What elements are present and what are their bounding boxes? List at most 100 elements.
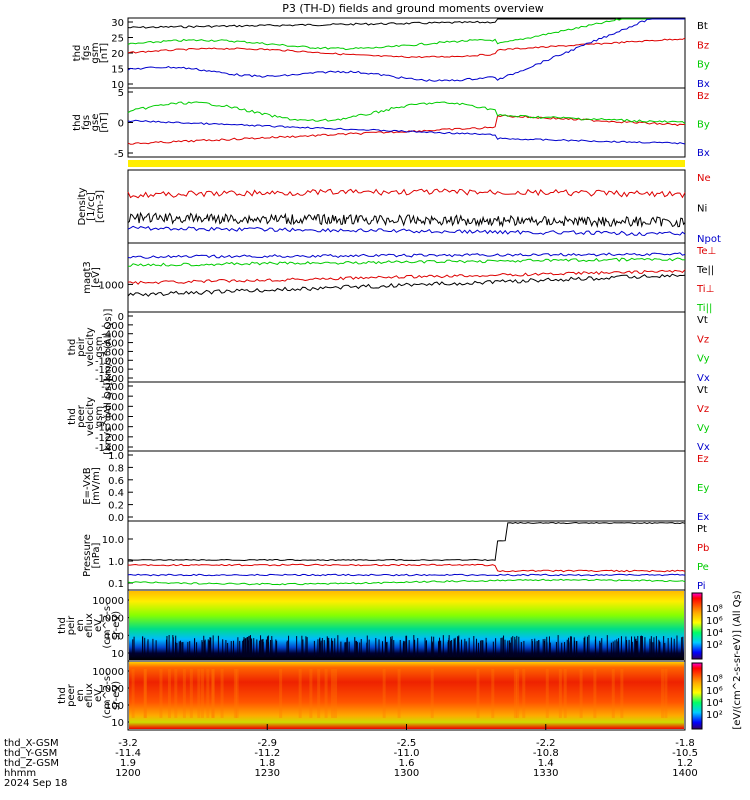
peer-stripe bbox=[593, 669, 597, 718]
peir-eflux-ytick-label: 1000 bbox=[99, 614, 124, 625]
peer-stripe bbox=[522, 669, 526, 718]
density-ylabel: Density[1/cc][cm-3] bbox=[77, 187, 106, 225]
pressure-legend-item: Pe bbox=[697, 562, 709, 573]
density-ylabel-line: Density bbox=[77, 187, 88, 225]
x-row-value: -10.8 bbox=[533, 748, 559, 759]
peer-stripe bbox=[430, 669, 434, 718]
ti-perp-trace bbox=[127, 269, 686, 285]
fgs-gse-ylabel-line: fgs bbox=[81, 115, 92, 130]
ni-trace bbox=[127, 211, 686, 229]
colorbar-ion-tick: 10⁴ bbox=[706, 628, 723, 639]
peer-stripe bbox=[563, 669, 567, 718]
x-row-value: 1400 bbox=[672, 768, 697, 779]
pressure-ytick-label: 0.1 bbox=[108, 579, 124, 590]
efield-ylabel: E=-VxB[mV/m] bbox=[82, 467, 102, 505]
peer-eflux-ylabel-line: eflux bbox=[84, 683, 95, 708]
fgs-gsm-ytick-label: 15 bbox=[111, 65, 124, 76]
peir-eflux-ylabel-line: en bbox=[75, 619, 86, 632]
efield-frame bbox=[127, 450, 686, 522]
temp-legend-item: Te⊥ bbox=[696, 246, 716, 257]
colorbar-electron bbox=[691, 662, 703, 730]
peir-vel-ytick-label: -1400 bbox=[95, 374, 124, 385]
fgs-gse-ylabel-line: [nT] bbox=[99, 112, 110, 132]
temp-legend-item: Ti|| bbox=[696, 303, 712, 314]
peir-vel-ytick-label: -800 bbox=[101, 347, 124, 358]
fgs-gsm-ylabel-line: fgs bbox=[81, 45, 92, 60]
x-row-value: 1200 bbox=[115, 768, 140, 779]
x-row-value: 1.4 bbox=[538, 758, 554, 769]
by-gse-trace bbox=[127, 101, 686, 125]
peir-vel-ylabel-line: thd bbox=[67, 339, 78, 356]
peer-eflux-ylabel-line: peer bbox=[66, 683, 77, 707]
temp-ylabel-line: magt3 bbox=[82, 261, 93, 294]
efield-ytick-label: 0.2 bbox=[108, 501, 124, 512]
fgs-gsm-legend-item: Bz bbox=[697, 40, 709, 51]
x-row-value: -10.5 bbox=[672, 748, 698, 759]
peer-spectrogram bbox=[129, 662, 684, 729]
peer-vel-ylabel-line: peer bbox=[76, 404, 87, 428]
fgs-gsm-ytick-label: 20 bbox=[111, 49, 124, 60]
efield-ytick-label: 1.0 bbox=[108, 451, 124, 462]
fgs-gsm-ytick-label: 25 bbox=[111, 34, 124, 45]
peer-stripe bbox=[159, 669, 163, 718]
peer-eflux-ylabel-line: eV bbox=[93, 689, 104, 702]
peer-vel-ylabel-line: velocity bbox=[85, 397, 96, 436]
peer-vel-ytick-label: -600 bbox=[101, 402, 124, 413]
density-frame bbox=[127, 169, 686, 244]
peer-stripe bbox=[476, 669, 480, 718]
peer-stripe bbox=[331, 669, 335, 718]
peir-vel-ytick-label: -1200 bbox=[95, 365, 124, 376]
peer-vel-frame bbox=[127, 381, 686, 452]
efield-legend-item: Ez bbox=[697, 454, 709, 465]
fgs-gsm-frame bbox=[127, 17, 686, 89]
efield-ytick-label: 0.0 bbox=[108, 513, 124, 524]
peir-vel-ylabel-line: velocity bbox=[85, 327, 96, 366]
by-trace bbox=[127, 18, 685, 51]
bz-trace bbox=[127, 37, 686, 59]
bt-trace bbox=[127, 18, 685, 29]
peer-stripe bbox=[143, 669, 147, 718]
peer-stripe bbox=[189, 669, 193, 718]
peer-stripe bbox=[491, 669, 495, 718]
x-row-value: -11.0 bbox=[394, 748, 420, 759]
peer-stripe bbox=[334, 669, 338, 718]
peer-stripe bbox=[200, 669, 204, 718]
ne-trace bbox=[127, 188, 686, 199]
peer-vel-legend-item: Vt bbox=[697, 385, 708, 396]
peer-stripe bbox=[317, 669, 321, 718]
peir-vel-ylabel-line: [km/s^(All Qs)] bbox=[103, 309, 114, 386]
te-par-trace bbox=[127, 273, 686, 297]
peer-stripe bbox=[545, 669, 549, 718]
pressure-ylabel-line: [nPa] bbox=[91, 542, 102, 568]
fgs-gsm-legend-item: Bt bbox=[697, 21, 708, 32]
peer-vel-ylabel-line: thd bbox=[67, 408, 78, 425]
efield-ylabel-line: E=-VxB bbox=[82, 467, 93, 504]
x-axis: thd_X-GSM -3.2 -2.9 -2.5 -2.2 -1.8 thd_Y-GSM -1… bbox=[4, 724, 698, 789]
peer-stripe bbox=[298, 669, 302, 718]
peer-stripe bbox=[131, 669, 135, 718]
x-row-value: -11.2 bbox=[254, 748, 280, 759]
peer-vel-ylabel-line: [km/s^(All Qs)] bbox=[103, 378, 114, 455]
pe-trace bbox=[127, 578, 686, 586]
peir-vel-frame bbox=[127, 311, 686, 383]
x-row-value: -2.5 bbox=[397, 738, 417, 749]
pressure-ylabel-line: Pressure bbox=[82, 534, 93, 577]
peir-eflux-ylabel-line: (cm^2-s- bbox=[102, 602, 113, 649]
fgs-gsm-legend-item: By bbox=[697, 60, 710, 71]
peir-eflux-ylabel-line: thd bbox=[57, 617, 68, 634]
peir-eflux-ylabel-line: eflux bbox=[84, 613, 95, 638]
x-row-value: 1330 bbox=[533, 768, 558, 779]
peir-vel-ytick-label: 0 bbox=[118, 312, 124, 323]
peir-vel-ytick-label: -600 bbox=[101, 339, 124, 350]
fgs-gsm-ylabel-line: gsm bbox=[90, 42, 101, 63]
colorbar-ion-tick: 10⁶ bbox=[706, 616, 723, 627]
peer-vel-ytick-label: -1000 bbox=[95, 423, 124, 434]
peer-stripe bbox=[174, 669, 178, 718]
peir-vel-legend-item: Vy bbox=[697, 354, 710, 365]
